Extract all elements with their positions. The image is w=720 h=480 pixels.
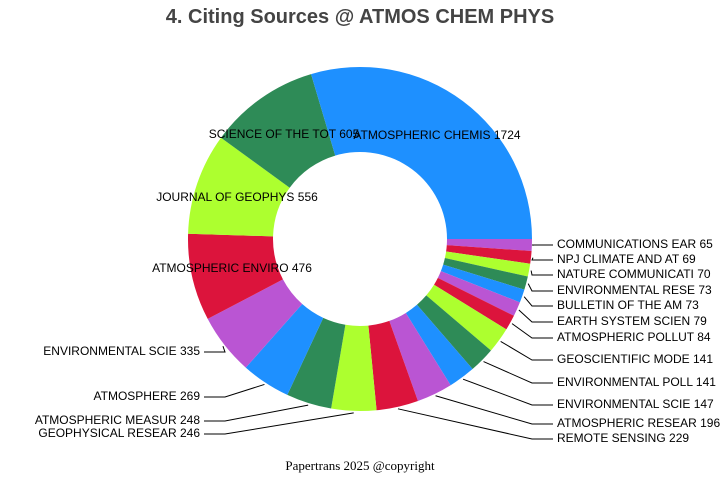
donut-slice [245, 304, 324, 395]
leader-line [511, 323, 553, 339]
slice-label: GEOSCIENTIFIC MODE 141 [557, 352, 713, 366]
slice-label: REMOTE SENSING 229 [557, 431, 689, 445]
slice-label: ATMOSPHERIC ENVIRO 476 [152, 261, 312, 275]
donut-slice [188, 137, 290, 237]
slice-label: ATMOSPHERIC MEASUR 248 [35, 413, 200, 427]
slice-label: SCIENCE OF THE TOT 605 [209, 127, 360, 141]
slice-label: NATURE COMMUNICATI 70 [557, 267, 711, 281]
slice-label: JOURNAL OF GEOPHYS 556 [156, 190, 318, 204]
donut-slice [311, 67, 532, 240]
donut-slice [416, 295, 491, 370]
slice-label: ENVIRONMENTAL RESE 73 [557, 283, 712, 297]
donut-slice [389, 312, 451, 401]
donut-slice [440, 264, 525, 303]
leader-line [204, 412, 354, 435]
donut-slice [368, 320, 418, 411]
donut-slice [287, 317, 346, 409]
slice-label: NPJ CLIMATE AND AT 69 [557, 252, 696, 266]
leader-line [523, 296, 553, 307]
slice-label: ENVIRONMENTAL SCIE 335 [43, 344, 200, 358]
donut-slice [446, 239, 532, 252]
leader-line [204, 346, 226, 353]
slice-label: ATMOSPHERE 269 [94, 389, 201, 403]
leader-line [500, 340, 553, 361]
donut-slice [221, 74, 336, 188]
chart-title: 4. Citing Sources @ ATMOS CHEM PHYS [165, 6, 555, 28]
donut-slice [331, 324, 377, 411]
leader-line [527, 283, 553, 292]
slice-label: ATMOSPHERIC RESEAR 196 [557, 416, 720, 430]
donut-slices [188, 67, 532, 411]
leader-line [204, 404, 309, 422]
leader-line [531, 257, 553, 261]
leader-line [397, 408, 553, 440]
donut-slice [188, 233, 283, 319]
donut-slice [446, 245, 532, 264]
donut-slice [443, 257, 528, 290]
donut-slice [437, 271, 520, 316]
donut-slice [426, 284, 507, 351]
slice-label: BULLETIN OF THE AM 73 [557, 298, 699, 312]
donut-slice [207, 279, 303, 368]
leader-line [204, 383, 265, 398]
leader-line [518, 309, 553, 323]
copyright-footer: Papertrans 2025 @copyright [285, 458, 435, 473]
donut-slice [444, 251, 531, 277]
leader-line [530, 270, 553, 276]
leader-line [462, 378, 553, 406]
slice-label: GEOPHYSICAL RESEAR 246 [38, 426, 200, 440]
slice-label: ATMOSPHERIC CHEMIS 1724 [353, 128, 520, 142]
slice-label: COMMUNICATIONS EAR 65 [557, 237, 713, 251]
label-leader-lines [204, 244, 553, 440]
slice-label: ENVIRONMENTAL SCIE 147 [557, 397, 714, 411]
leader-line [435, 395, 553, 425]
leader-line [483, 361, 553, 384]
slice-label: EARTH SYSTEM SCIEN 79 [557, 314, 707, 328]
slice-label: ENVIRONMENTAL POLL 141 [557, 375, 716, 389]
donut-slice [405, 304, 473, 386]
slice-label: ATMOSPHERIC POLLUT 84 [557, 330, 711, 344]
donut-slice [434, 277, 514, 330]
